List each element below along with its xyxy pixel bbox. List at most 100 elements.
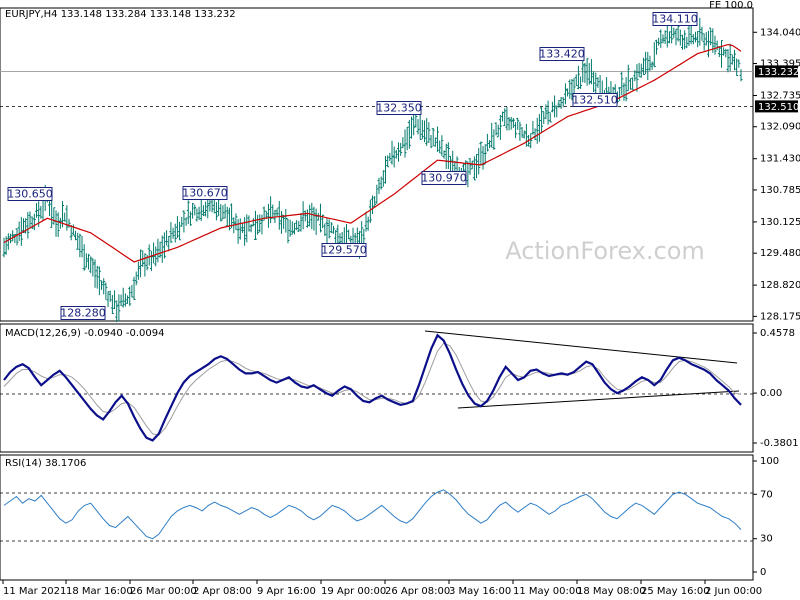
price-bar [570,78,574,101]
price-bar [102,278,106,295]
price-bar [269,196,273,224]
chart-title: EURJPY,H4 133.148 133.284 133.148 133.23… [5,9,236,20]
price-bar [74,230,78,241]
price-bar [147,244,151,266]
annotation-label: 128.280 [60,307,106,320]
price-bar [483,144,487,165]
price-bar [308,204,312,227]
price-bar [479,141,483,165]
annotation-label: 133.420 [539,48,585,61]
price-bar [11,230,15,242]
price-bar [204,201,208,217]
price-bar [139,249,143,278]
price-bar [566,88,570,97]
rsi-y-tick-label: 100 [760,456,779,467]
price-bar [631,77,635,91]
annotation-box [421,171,467,185]
price-bar [158,241,162,258]
price-bar [130,284,134,298]
annotation-box [652,12,698,26]
annotation-label: 132.350 [376,102,422,115]
price-bar [106,291,110,308]
price-bar [210,199,214,213]
macd-y-tick-label: -0.3801 [760,438,799,449]
price-bar [548,112,552,123]
annotation-130970: 130.970 [421,171,467,185]
price-bar [32,213,36,231]
price-bar [126,295,130,304]
annotation-132510: 132.510 [572,93,618,107]
price-bar [698,17,702,46]
price-bar [230,203,234,229]
rsi-y-tick-label: 30 [760,534,773,545]
price-tag-box [755,65,798,78]
price-bar [546,100,550,125]
price-bar [524,123,528,147]
y-tick-label: 130.125 [760,217,800,228]
price-bar [683,30,687,50]
x-tick-label: 25 May 16:00 [641,586,710,597]
price-bar [113,290,117,310]
rsi-title: RSI(14) 38.1706 [5,458,86,469]
price-bar [691,33,695,45]
price-bar [663,30,667,44]
annotation-label: 129.570 [321,244,367,257]
price-bar [171,227,175,239]
price-bar [256,214,260,235]
price-bar [379,176,383,190]
price-bar [279,210,283,234]
y-tick-label: 134.040 [760,27,800,38]
price-bar [84,253,88,268]
price-bar [48,199,52,217]
price-bar [245,214,249,243]
price-bar [494,122,498,136]
price-bar [492,129,496,150]
price-bar [282,214,286,229]
price-bar [167,235,171,252]
watermark: ActionForex.com [505,237,705,265]
price-bar [253,210,257,240]
price-bar [652,42,656,68]
price-bar [661,34,665,44]
price-bar [297,220,301,233]
x-tick-label: 3 May 16:00 [449,586,511,597]
price-bar [188,211,192,226]
price-bar [249,224,253,233]
price-bar [243,217,247,246]
price-bar [689,22,693,45]
macd-y-tick-label: 0.4578 [760,328,795,339]
price-bar [17,221,21,241]
price-bar [722,47,726,56]
price-bar [329,222,333,234]
price-bar [496,124,500,138]
price-bar [71,224,75,236]
price-bar [154,246,158,267]
price-bar [475,154,479,179]
price-bar [719,40,723,68]
price-bar [511,117,515,129]
price-bar [641,57,645,75]
price-bar [568,79,572,99]
annotation-box [539,47,585,61]
x-tick-label: 2 Apr 08:00 [193,586,252,597]
annotation-box [7,187,53,201]
price-bar [516,117,520,130]
price-bar [581,60,585,83]
price-bar [693,31,697,43]
price-bar [277,201,281,230]
moving-average-line [3,43,742,263]
price-bar [193,204,197,216]
price-bar [394,149,398,159]
price-bar [388,152,392,162]
y-tick-label: 129.480 [760,248,800,259]
price-bar [481,146,485,170]
price-bar [732,49,736,71]
price-bar [585,58,589,86]
price-bar [416,119,420,135]
price-bars [2,17,743,323]
price-bar [247,215,251,232]
price-bar [520,126,524,138]
price-bar [646,51,650,81]
price-bar [685,36,689,49]
price-tag-label: 132.510 [758,102,799,113]
